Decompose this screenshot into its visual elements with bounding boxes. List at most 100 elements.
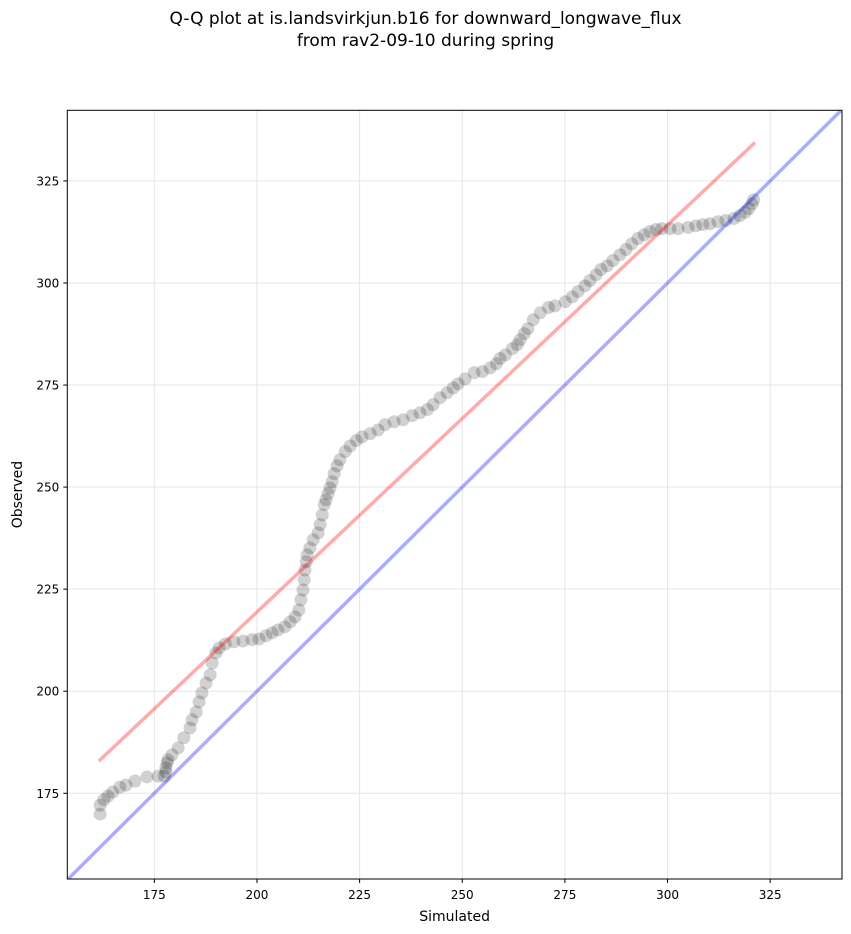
data-point (526, 313, 540, 327)
data-point (548, 299, 562, 313)
data-point (541, 300, 555, 314)
data-point (151, 769, 165, 783)
data-point (493, 352, 507, 366)
data-point (321, 487, 335, 501)
y-tick-label: 275 (36, 379, 59, 393)
data-point (161, 753, 175, 767)
data-point (209, 646, 223, 660)
data-point (578, 279, 592, 293)
data-point (113, 780, 127, 794)
x-tick-label: 325 (759, 888, 782, 902)
data-point (333, 453, 347, 467)
data-point (467, 366, 481, 380)
data-point (245, 633, 259, 647)
data-point (298, 563, 312, 577)
data-point (325, 475, 339, 489)
data-point (300, 548, 314, 562)
data-point (271, 623, 285, 637)
data-point (218, 637, 232, 651)
fit-line (97, 141, 757, 763)
data-point (349, 434, 363, 448)
identity-line (67, 110, 843, 880)
data-point (475, 365, 489, 379)
data-point (297, 573, 311, 587)
data-point (594, 263, 608, 277)
data-point (510, 338, 524, 352)
data-point (157, 769, 171, 783)
data-point (643, 225, 657, 239)
data-point (433, 391, 447, 405)
data-point (637, 228, 651, 242)
x-tick-label: 300 (656, 888, 679, 902)
x-tick-label: 200 (246, 888, 269, 902)
data-point (93, 807, 107, 821)
data-point (521, 322, 535, 336)
data-point (128, 774, 142, 788)
data-point (440, 386, 454, 400)
data-point (446, 381, 460, 395)
data-point (299, 555, 313, 569)
data-point (313, 518, 327, 532)
data-point (227, 635, 241, 649)
data-point (315, 508, 329, 522)
data-point (727, 211, 741, 225)
data-point (160, 756, 174, 770)
data-point (733, 209, 747, 223)
data-point (655, 222, 669, 236)
data-point (663, 222, 677, 236)
data-point (101, 789, 115, 803)
data-point (292, 603, 306, 617)
data-point (711, 215, 725, 229)
data-point (413, 406, 427, 420)
data-point (294, 593, 308, 607)
y-tick-label: 225 (36, 583, 59, 597)
data-point (278, 620, 292, 634)
data-point (199, 676, 213, 690)
data-point (140, 770, 154, 784)
data-point (583, 274, 597, 288)
data-point (513, 333, 527, 347)
data-point (426, 398, 440, 412)
data-point (205, 656, 219, 670)
data-point (619, 243, 633, 257)
y-axis-label: Observed (10, 461, 26, 528)
y-tick-label: 250 (36, 481, 59, 495)
data-point (738, 205, 752, 219)
data-point (606, 254, 620, 268)
data-point (97, 793, 111, 807)
x-tick-label: 225 (348, 888, 371, 902)
x-tick-label: 175 (143, 888, 166, 902)
data-point (451, 377, 465, 391)
data-point (387, 415, 401, 429)
data-point (192, 695, 206, 709)
data-point (296, 583, 310, 597)
data-point (378, 418, 392, 432)
data-point (505, 342, 519, 356)
data-point (303, 541, 317, 555)
data-point (498, 348, 512, 362)
data-point (159, 761, 173, 775)
data-point (742, 202, 756, 216)
data-point (323, 481, 337, 495)
data-point (343, 439, 357, 453)
data-point (571, 285, 585, 299)
data-point (252, 632, 266, 646)
data-point (589, 268, 603, 282)
data-point (600, 259, 614, 273)
data-point (371, 423, 385, 437)
data-point (483, 361, 497, 375)
data-point (517, 327, 531, 341)
y-tick-label: 175 (36, 787, 59, 801)
x-axis-label: Simulated (419, 909, 490, 925)
y-tick-label: 300 (36, 276, 59, 290)
data-point (363, 427, 377, 441)
data-point (119, 778, 133, 792)
data-point (165, 748, 179, 762)
data-point (689, 219, 703, 233)
data-point (327, 467, 341, 481)
x-axis-ticks: 175 200 225 250 275 300 325 (143, 879, 782, 902)
data-point (396, 413, 410, 427)
scatter-points (93, 193, 761, 821)
data-point (189, 705, 203, 719)
